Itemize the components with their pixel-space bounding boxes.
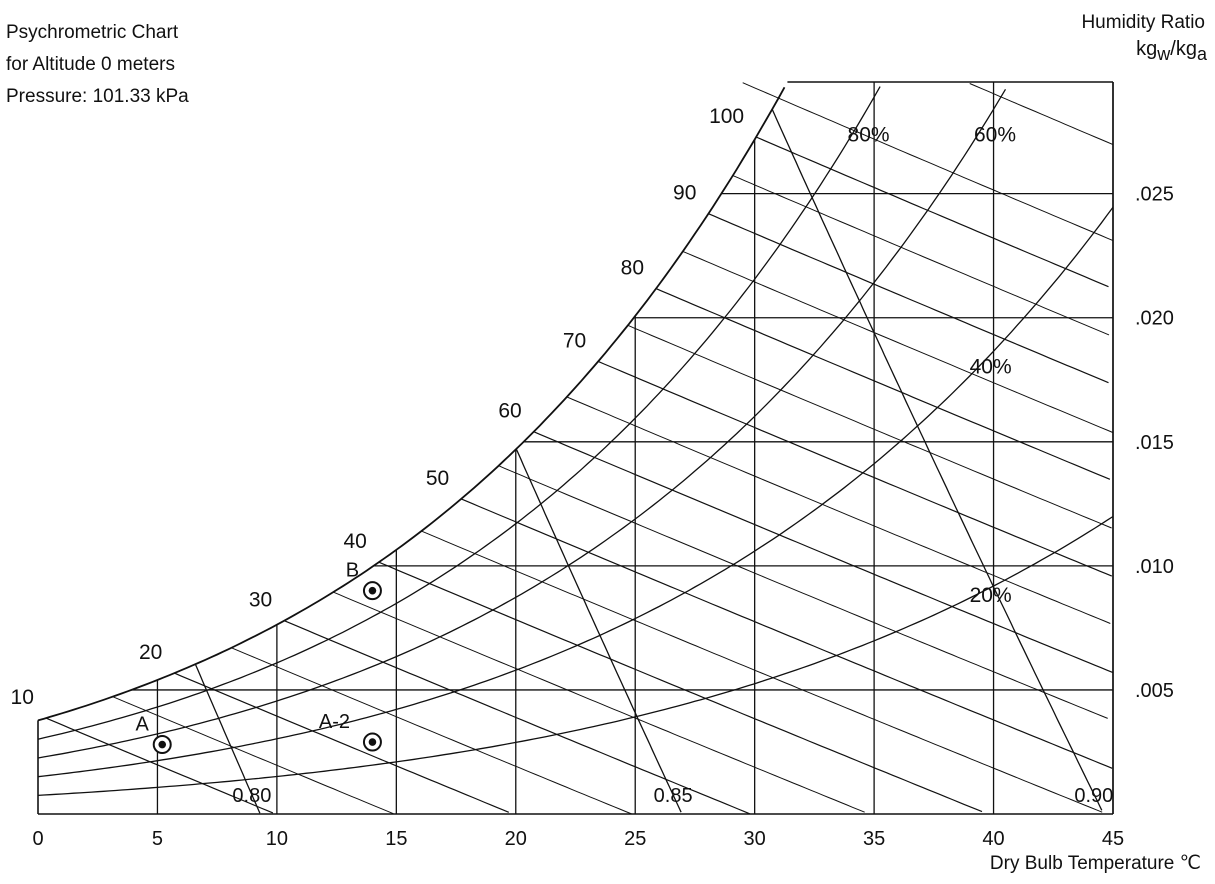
enthalpy-label: 40 bbox=[343, 530, 366, 553]
enthalpy-minor-line bbox=[112, 696, 394, 815]
chart-title-line-3: Pressure: 101.33 kPa bbox=[6, 86, 189, 107]
x-tick-label: 5 bbox=[152, 828, 163, 850]
enthalpy-line bbox=[174, 672, 510, 813]
enthalpy-minor-line bbox=[969, 83, 1114, 146]
enthalpy-line bbox=[45, 717, 274, 814]
volume-line bbox=[771, 109, 1103, 811]
chart-title-line-1: Psychrometric Chart bbox=[6, 22, 179, 43]
y-tick-label: .015 bbox=[1135, 432, 1174, 454]
state-point-label: B bbox=[346, 560, 359, 582]
chart-title-line-2: for Altitude 0 meters bbox=[6, 54, 175, 75]
volume-label: 0.80 bbox=[232, 785, 271, 807]
rh-curve-80 bbox=[37, 86, 881, 740]
rh-curve-40 bbox=[37, 206, 1114, 778]
enthalpy-minor-line bbox=[732, 175, 1110, 336]
x-tick-label: 15 bbox=[385, 828, 407, 850]
y-tick-label: .005 bbox=[1135, 680, 1174, 702]
enthalpy-line bbox=[283, 620, 751, 815]
enthalpy-minor-line bbox=[627, 324, 1112, 529]
x-tick-label: 20 bbox=[505, 828, 527, 850]
y-axis-label: Humidity Ratio bbox=[1081, 12, 1205, 33]
enthalpy-line bbox=[460, 498, 1113, 769]
enthalpy-minor-line bbox=[498, 465, 1108, 719]
rh-curve-100 bbox=[37, 86, 786, 722]
x-tick-label: 10 bbox=[266, 828, 288, 850]
y-axis-units: kgw/kga bbox=[1136, 38, 1207, 65]
enthalpy-label: 50 bbox=[426, 467, 449, 490]
y-tick-label: .025 bbox=[1135, 184, 1174, 206]
enthalpy-minor-line bbox=[231, 647, 632, 815]
enthalpy-label: 20 bbox=[139, 641, 162, 664]
rh-curve-60 bbox=[37, 88, 1007, 759]
state-point-dot bbox=[368, 738, 377, 746]
volume-line bbox=[194, 663, 261, 814]
x-tick-label: 45 bbox=[1102, 828, 1124, 850]
y-tick-label: .010 bbox=[1135, 556, 1174, 578]
enthalpy-minor-line bbox=[682, 250, 1113, 433]
enthalpy-minor-line bbox=[742, 82, 1114, 242]
rh-curve-20 bbox=[37, 515, 1114, 797]
x-tick-label: 0 bbox=[32, 828, 43, 850]
enthalpy-label: 10 bbox=[11, 686, 34, 709]
volume-label: 0.85 bbox=[654, 785, 693, 807]
y-axis-unit-a: a bbox=[1196, 44, 1207, 64]
state-point-label: A bbox=[136, 714, 150, 736]
state-point-dot bbox=[368, 586, 377, 595]
enthalpy-line bbox=[378, 561, 983, 813]
enthalpy-label: 60 bbox=[498, 400, 521, 423]
x-tick-label: 25 bbox=[624, 828, 646, 850]
y-tick-label: .020 bbox=[1135, 308, 1174, 330]
enthalpy-line bbox=[655, 288, 1111, 480]
enthalpy-line bbox=[597, 360, 1113, 577]
x-axis-label: Dry Bulb Temperature ℃ bbox=[989, 853, 1201, 874]
enthalpy-line bbox=[755, 136, 1109, 288]
enthalpy-minor-line bbox=[333, 591, 865, 813]
enthalpy-line bbox=[708, 213, 1109, 384]
state-point-label: A-2 bbox=[319, 711, 350, 733]
x-tick-label: 30 bbox=[744, 828, 766, 850]
enthalpy-label: 70 bbox=[563, 329, 586, 352]
enthalpy-minor-line bbox=[421, 530, 1103, 813]
volume-line bbox=[515, 448, 682, 813]
x-tick-label: 40 bbox=[982, 828, 1004, 850]
enthalpy-minor-line bbox=[566, 396, 1111, 624]
enthalpy-label: 80 bbox=[621, 257, 644, 280]
enthalpy-line bbox=[533, 431, 1114, 674]
rh-curve-label: 40% bbox=[970, 356, 1012, 379]
rh-curve-label: 20% bbox=[970, 584, 1012, 607]
y-axis-unit-per-kg: /kg bbox=[1170, 38, 1197, 60]
enthalpy-label: 100 bbox=[709, 105, 744, 128]
rh-curve-label: 60% bbox=[974, 124, 1016, 147]
volume-label: 0.90 bbox=[1074, 785, 1113, 807]
y-axis-unit-w: w bbox=[1157, 44, 1171, 64]
state-point-dot bbox=[158, 740, 167, 749]
x-tick-label: 35 bbox=[863, 828, 885, 850]
y-axis-unit-kg: kg bbox=[1136, 38, 1158, 60]
enthalpy-label: 90 bbox=[673, 182, 696, 205]
enthalpy-label: 30 bbox=[249, 589, 272, 612]
